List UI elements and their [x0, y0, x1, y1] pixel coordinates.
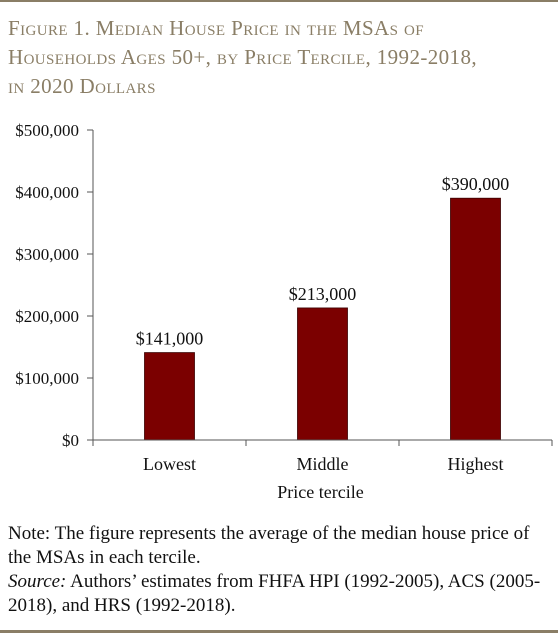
x-tick-label: Highest	[448, 454, 504, 474]
source-label: Source:	[8, 571, 67, 592]
source-line: Source: Authors’ estimates from FHFA HPI…	[8, 570, 553, 618]
y-tick-label: $100,000	[15, 369, 79, 388]
x-tick-label: Middle	[297, 454, 349, 474]
y-tick-label: $0	[62, 431, 79, 450]
bar-data-label: $213,000	[289, 284, 357, 304]
bottom-rule	[0, 630, 558, 633]
y-tick-label: $300,000	[15, 245, 79, 264]
y-tick-label: $200,000	[15, 307, 79, 326]
y-tick-label: $400,000	[15, 183, 79, 202]
bars: $141,000 $213,000 $390,000	[136, 174, 510, 441]
bar-data-label: $390,000	[442, 174, 510, 194]
note-text: Note: The figure represents the average …	[8, 523, 530, 568]
title-line-1: Figure 1. Median House Price in the MSAs…	[8, 16, 424, 40]
bar-lowest	[144, 352, 195, 441]
bar-chart: $0 $100,000 $200,000 $300,000 $400,000 $500,0…	[15, 121, 553, 502]
title-line-3: in 2020 Dollars	[8, 74, 156, 98]
top-rule	[0, 0, 558, 2]
title-line-2: Households Ages 50+, by Price Tercile, 1…	[8, 45, 477, 69]
figure-notes: Note: The figure represents the average …	[8, 522, 553, 618]
figure-title: Figure 1. Median House Price in the MSAs…	[8, 14, 548, 101]
bar-data-label: $141,000	[136, 329, 204, 349]
x-tick-label: Lowest	[143, 454, 196, 474]
x-axis: Lowest Middle Highest Price tercile	[92, 439, 553, 502]
bar-middle	[297, 307, 348, 441]
source-text: Authors’ estimates from FHFA HPI (1992-2…	[8, 571, 541, 616]
y-tick-label: $500,000	[15, 121, 79, 140]
x-axis-title: Price tercile	[277, 482, 363, 502]
y-axis: $0 $100,000 $200,000 $300,000 $400,000 $500,0…	[15, 121, 94, 450]
bar-highest	[450, 197, 501, 441]
